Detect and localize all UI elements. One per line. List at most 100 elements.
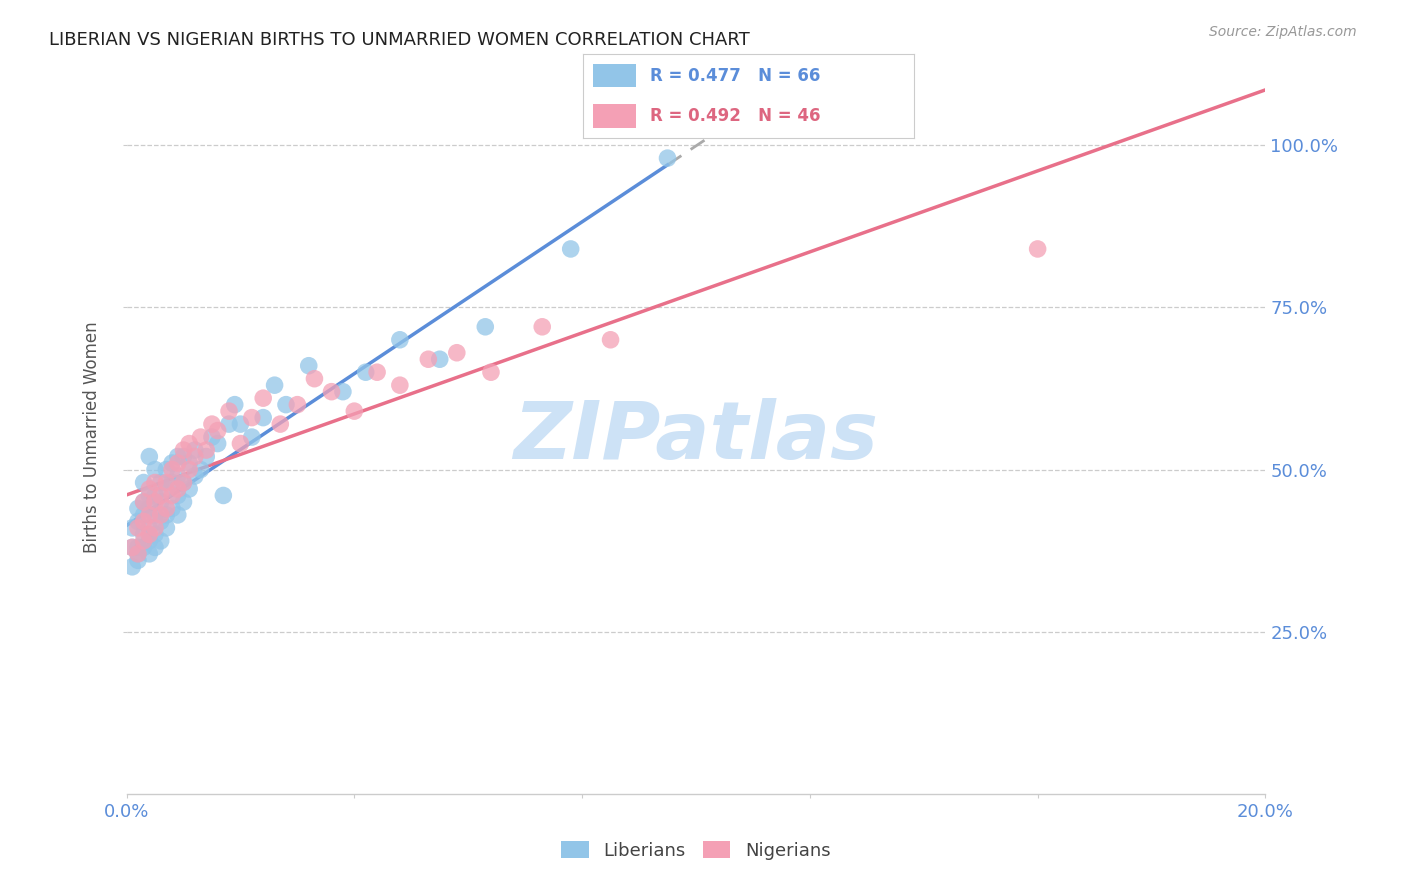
Point bbox=[240, 430, 263, 444]
Text: LIBERIAN VS NIGERIAN BIRTHS TO UNMARRIED WOMEN CORRELATION CHART: LIBERIAN VS NIGERIAN BIRTHS TO UNMARRIED… bbox=[49, 31, 749, 49]
Point bbox=[207, 424, 229, 438]
Point bbox=[155, 475, 177, 490]
Point bbox=[149, 508, 172, 522]
Point bbox=[132, 527, 155, 541]
Point bbox=[166, 450, 188, 464]
Point bbox=[332, 384, 354, 399]
Legend: Liberians, Nigerians: Liberians, Nigerians bbox=[554, 834, 838, 867]
Point bbox=[179, 456, 201, 470]
Point bbox=[446, 345, 468, 359]
Point bbox=[479, 365, 502, 379]
Point bbox=[531, 319, 554, 334]
Point bbox=[166, 482, 188, 496]
Point bbox=[474, 319, 496, 334]
Point bbox=[252, 410, 274, 425]
Point bbox=[263, 378, 285, 392]
Point bbox=[166, 508, 188, 522]
Point bbox=[127, 547, 149, 561]
Point bbox=[172, 475, 194, 490]
Point bbox=[343, 404, 366, 418]
Point bbox=[155, 508, 177, 522]
Point bbox=[229, 417, 252, 431]
Point bbox=[184, 443, 207, 458]
Point bbox=[138, 533, 160, 548]
Point bbox=[143, 475, 166, 490]
Point bbox=[143, 527, 166, 541]
Point bbox=[274, 398, 297, 412]
Point bbox=[149, 475, 172, 490]
Point bbox=[127, 553, 149, 567]
Point bbox=[132, 533, 155, 548]
Point bbox=[269, 417, 291, 431]
Point bbox=[166, 456, 188, 470]
Point bbox=[599, 333, 621, 347]
Point bbox=[138, 547, 160, 561]
Point bbox=[160, 488, 183, 502]
Point bbox=[143, 495, 166, 509]
Point bbox=[212, 488, 235, 502]
Text: R = 0.492   N = 46: R = 0.492 N = 46 bbox=[650, 107, 820, 125]
Point bbox=[366, 365, 388, 379]
Point bbox=[143, 488, 166, 502]
Point bbox=[149, 533, 172, 548]
Point bbox=[201, 417, 224, 431]
Point bbox=[127, 515, 149, 529]
Bar bbox=[593, 63, 637, 87]
Point bbox=[172, 495, 194, 509]
Point bbox=[160, 456, 183, 470]
Point bbox=[172, 450, 194, 464]
Point bbox=[160, 475, 183, 490]
Point bbox=[207, 436, 229, 450]
Point bbox=[127, 541, 149, 555]
Point bbox=[354, 365, 377, 379]
Point bbox=[388, 333, 411, 347]
Point bbox=[252, 391, 274, 405]
Point bbox=[143, 508, 166, 522]
Point bbox=[321, 384, 343, 399]
Point bbox=[287, 398, 309, 412]
Point bbox=[224, 398, 246, 412]
Point bbox=[155, 462, 177, 476]
Point bbox=[560, 242, 582, 256]
Point bbox=[138, 508, 160, 522]
Text: Source: ZipAtlas.com: Source: ZipAtlas.com bbox=[1209, 25, 1357, 39]
Point bbox=[132, 515, 155, 529]
Point bbox=[229, 436, 252, 450]
Bar bbox=[593, 104, 637, 128]
Point bbox=[201, 430, 224, 444]
Point bbox=[138, 527, 160, 541]
Point bbox=[179, 462, 201, 476]
Text: ZIPatlas: ZIPatlas bbox=[513, 398, 879, 476]
Point bbox=[240, 410, 263, 425]
Point bbox=[121, 541, 143, 555]
Point bbox=[127, 521, 149, 535]
Point bbox=[138, 482, 160, 496]
Point bbox=[184, 450, 207, 464]
Point bbox=[195, 450, 218, 464]
Point bbox=[143, 462, 166, 476]
Point bbox=[657, 151, 679, 165]
Point bbox=[121, 559, 143, 574]
Point bbox=[179, 482, 201, 496]
Point bbox=[218, 417, 240, 431]
Point bbox=[127, 547, 149, 561]
Point bbox=[149, 495, 172, 509]
Point bbox=[155, 482, 177, 496]
Point bbox=[149, 488, 172, 502]
Point bbox=[172, 475, 194, 490]
Point bbox=[190, 430, 212, 444]
Point bbox=[132, 495, 155, 509]
Y-axis label: Births to Unmarried Women: Births to Unmarried Women bbox=[83, 321, 101, 553]
Point bbox=[155, 501, 177, 516]
Point bbox=[143, 521, 166, 535]
Text: R = 0.477   N = 66: R = 0.477 N = 66 bbox=[650, 67, 820, 85]
Point bbox=[138, 450, 160, 464]
Point bbox=[166, 488, 188, 502]
Point bbox=[190, 462, 212, 476]
Point bbox=[149, 515, 172, 529]
Point bbox=[184, 469, 207, 483]
Point bbox=[132, 495, 155, 509]
Point bbox=[218, 404, 240, 418]
Point bbox=[132, 475, 155, 490]
Point bbox=[138, 501, 160, 516]
